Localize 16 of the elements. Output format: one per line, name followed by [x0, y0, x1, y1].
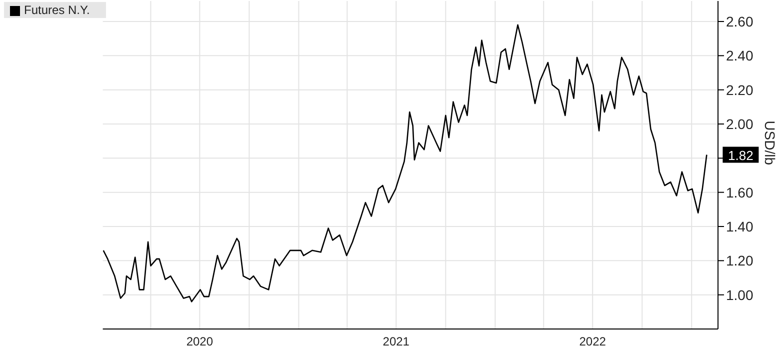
y-tick-label: 2.60 — [726, 13, 754, 30]
y-tick-label: 2.20 — [726, 82, 754, 98]
y-tick-label: 2.40 — [726, 48, 754, 64]
y-tick-label: 1.60 — [726, 184, 754, 200]
y-tick-label: 1.40 — [726, 218, 754, 234]
x-tick-label: 2020 — [186, 334, 214, 349]
y-tick-label: 2.00 — [726, 116, 754, 132]
line-series — [102, 24, 708, 302]
annotation: 1.82 — [728, 148, 754, 163]
y-axis-title: USD/lb — [762, 120, 778, 166]
x-tick-label: 2021 — [382, 334, 410, 349]
y-tick-label: 1.20 — [726, 252, 754, 269]
price-tag: 1.82 — [722, 146, 759, 163]
legend-label: Futures N.Y. — [24, 3, 90, 17]
x-tick-label: 2022 — [579, 334, 606, 349]
y-tick-label: 1.00 — [726, 286, 754, 303]
